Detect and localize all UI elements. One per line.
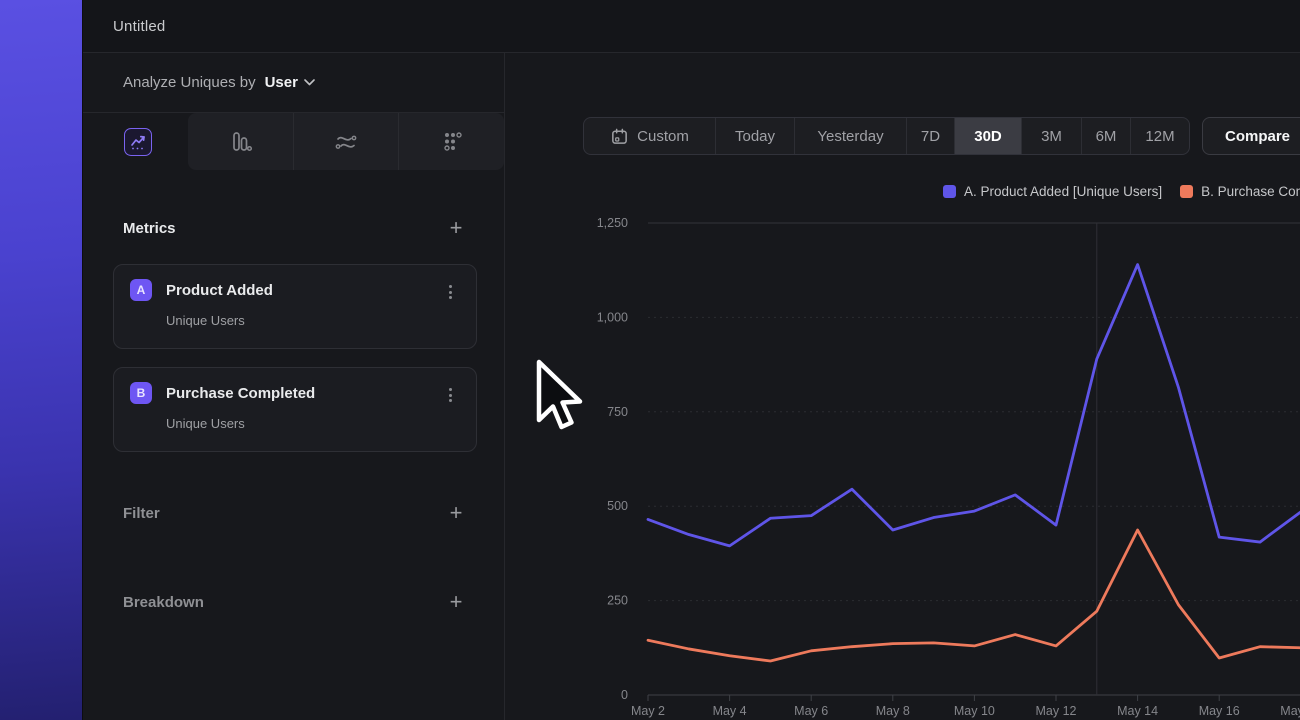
grid-dots-icon bbox=[438, 128, 466, 156]
desktop-gradient-background bbox=[0, 0, 83, 720]
metric-badge-b: B bbox=[130, 382, 152, 404]
metrics-section-header: Metrics + bbox=[113, 210, 477, 246]
svg-text:750: 750 bbox=[607, 405, 628, 419]
svg-text:May 10: May 10 bbox=[954, 704, 995, 718]
time-range-yesterday[interactable]: Yesterday bbox=[794, 118, 906, 154]
metric-title: Purchase Completed bbox=[166, 385, 315, 402]
svg-text:May 16: May 16 bbox=[1199, 704, 1240, 718]
analyze-by-dropdown[interactable]: User bbox=[265, 74, 315, 91]
filter-heading: Filter bbox=[123, 505, 160, 522]
bar-chart-icon bbox=[226, 128, 254, 156]
add-metric-button[interactable]: + bbox=[445, 218, 467, 238]
add-breakdown-button[interactable]: + bbox=[445, 592, 467, 612]
time-range-6m[interactable]: 6M bbox=[1081, 118, 1130, 154]
time-range-12m[interactable]: 12M bbox=[1130, 118, 1189, 154]
time-range-label: 30D bbox=[974, 128, 1002, 145]
svg-text:May 14: May 14 bbox=[1117, 704, 1158, 718]
time-range-label: Yesterday bbox=[817, 128, 883, 145]
add-filter-button[interactable]: + bbox=[445, 503, 467, 523]
metric-options-icon[interactable] bbox=[442, 283, 458, 301]
line-chart-icon bbox=[128, 132, 148, 152]
tab-line-chart[interactable] bbox=[124, 128, 152, 156]
analyze-by-label: Analyze Uniques by bbox=[123, 74, 256, 91]
chart-type-tabs bbox=[83, 113, 504, 170]
metric-card-a[interactable]: A Product Added Unique Users bbox=[113, 264, 477, 349]
compare-button[interactable]: Compare bbox=[1202, 117, 1300, 155]
metric-badge-a: A bbox=[130, 279, 152, 301]
time-range-30d[interactable]: 30D bbox=[954, 118, 1021, 154]
svg-text:1,000: 1,000 bbox=[597, 310, 628, 324]
analyze-by-row: Analyze Uniques by User bbox=[83, 53, 504, 113]
time-range-label: 12M bbox=[1145, 128, 1174, 145]
metrics-heading: Metrics bbox=[123, 220, 176, 237]
flow-chart-icon bbox=[332, 128, 360, 156]
report-title[interactable]: Untitled bbox=[113, 18, 165, 35]
breakdown-section-header: Breakdown + bbox=[113, 584, 477, 620]
analytics-app-window: Untitled Analyze Uniques by User bbox=[83, 0, 1300, 720]
tab-flow-chart[interactable] bbox=[293, 113, 399, 170]
time-range-label: 6M bbox=[1096, 128, 1117, 145]
metric-options-icon[interactable] bbox=[442, 386, 458, 404]
metric-card-b[interactable]: B Purchase Completed Unique Users bbox=[113, 367, 477, 452]
time-range-3m[interactable]: 3M bbox=[1021, 118, 1081, 154]
time-range-label: 3M bbox=[1041, 128, 1062, 145]
metric-subtitle: Unique Users bbox=[166, 416, 460, 431]
time-range-7d[interactable]: 7D bbox=[906, 118, 954, 154]
analyze-by-value: User bbox=[265, 74, 298, 91]
time-range-today[interactable]: Today bbox=[715, 118, 794, 154]
chevron-down-icon bbox=[304, 79, 315, 86]
screen: Untitled Analyze Uniques by User bbox=[0, 0, 1300, 720]
svg-text:500: 500 bbox=[607, 499, 628, 513]
breakdown-heading: Breakdown bbox=[123, 594, 204, 611]
time-range-label: 7D bbox=[921, 128, 940, 145]
chart-type-tab-group bbox=[188, 113, 504, 170]
svg-text:May 4: May 4 bbox=[713, 704, 747, 718]
tab-grid-dots[interactable] bbox=[398, 113, 504, 170]
time-range-label: Today bbox=[735, 128, 775, 145]
time-range-custom[interactable]: Custom bbox=[584, 118, 715, 154]
tab-bar-chart[interactable] bbox=[188, 113, 293, 170]
svg-text:May 12: May 12 bbox=[1036, 704, 1077, 718]
svg-text:1,250: 1,250 bbox=[597, 216, 628, 230]
svg-text:0: 0 bbox=[621, 688, 628, 702]
svg-text:May 6: May 6 bbox=[794, 704, 828, 718]
svg-text:May 2: May 2 bbox=[631, 704, 665, 718]
time-range-bar: Custom Today Yesterday 7D 30D 3M 6M 12M bbox=[583, 117, 1190, 155]
top-bar: Untitled bbox=[83, 0, 1300, 53]
metric-subtitle: Unique Users bbox=[166, 313, 460, 328]
svg-text:250: 250 bbox=[607, 594, 628, 608]
metric-title: Product Added bbox=[166, 282, 273, 299]
query-builder-panel: Analyze Uniques by User bbox=[83, 53, 505, 720]
svg-text:May 8: May 8 bbox=[876, 704, 910, 718]
filter-section-header: Filter + bbox=[113, 495, 477, 531]
time-range-label: Custom bbox=[637, 128, 689, 145]
line-chart: 0 250 500 750 1,000 1,250 May 2 May 4 May 6 May 8… bbox=[505, 175, 1300, 720]
chart-panel: Custom Today Yesterday 7D 30D 3M 6M 12M … bbox=[505, 53, 1300, 720]
compare-label: Compare bbox=[1225, 128, 1290, 145]
calendar-icon bbox=[610, 127, 629, 146]
svg-text:May 18: May 18 bbox=[1280, 704, 1300, 718]
